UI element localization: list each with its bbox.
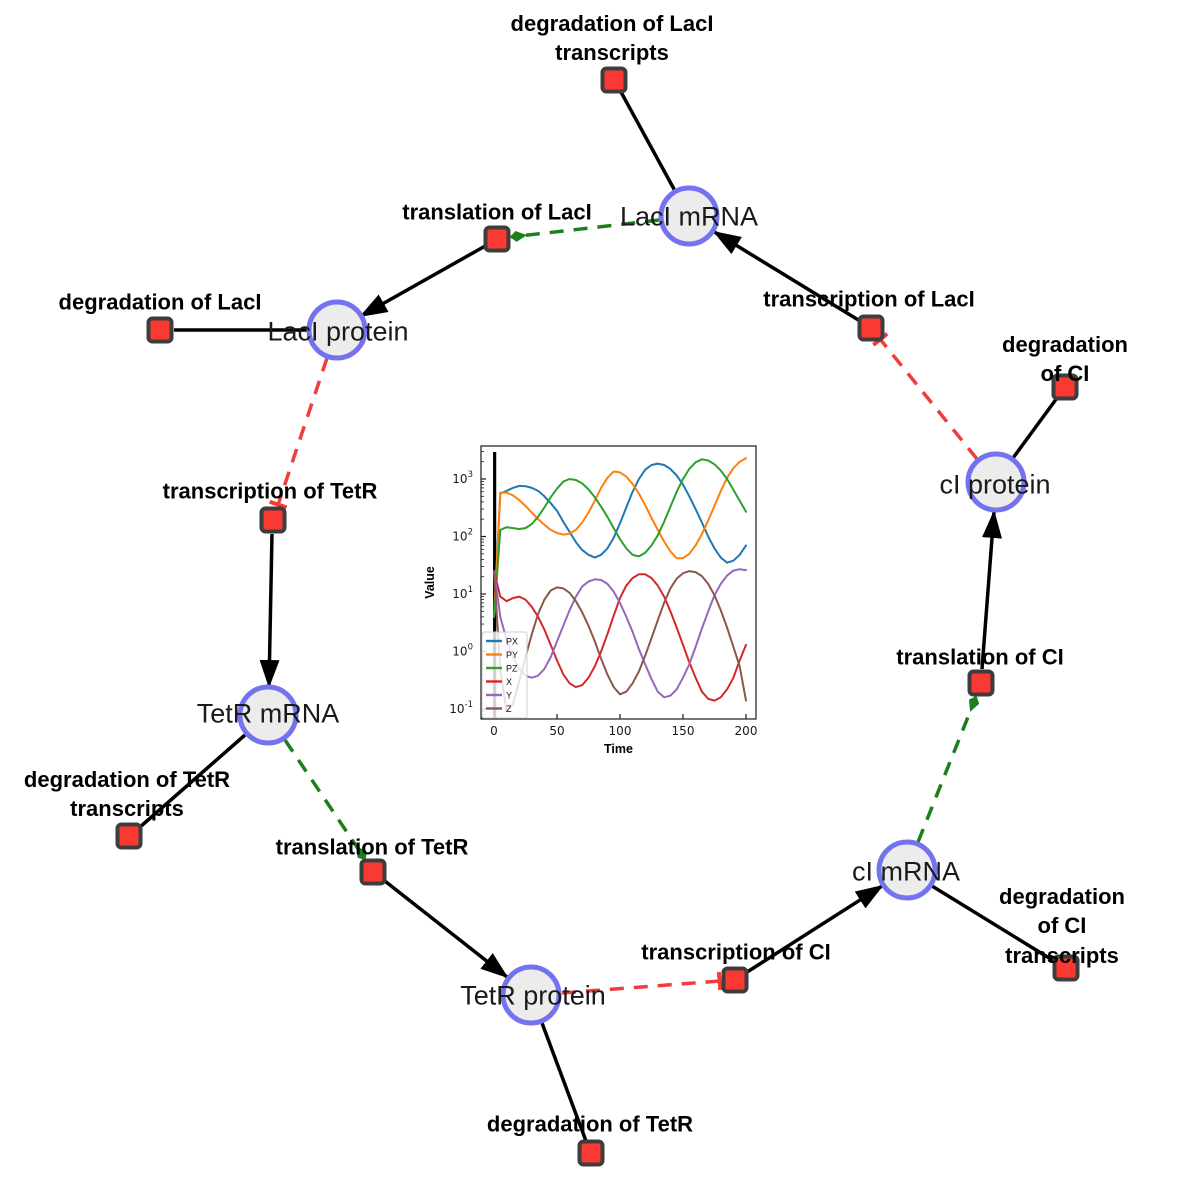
x-tick-label: 200 (735, 724, 758, 738)
y-tick-label: 103 (452, 470, 473, 486)
reaction-node-deg-tetr-transcripts[interactable] (115, 822, 143, 850)
reactions-layer (115, 66, 1080, 1167)
series-Z (493, 570, 747, 713)
legend-label-PZ: PZ (506, 664, 518, 674)
x-tick-label: 100 (609, 724, 632, 738)
edge-ciprotein-inhibits-transcription-laci (872, 332, 979, 461)
legend-label-Z: Z (506, 704, 512, 714)
edge-laciprotein-inhibits-transcription-tetr (268, 357, 329, 510)
x-tick-label: 0 (490, 724, 498, 738)
reaction-node-transcription-laci[interactable] (857, 314, 885, 342)
edge-cimrna-to-translation-ci (916, 696, 980, 843)
edge-translation-laci-to-laciprotein (359, 243, 488, 318)
legend-label-PY: PY (506, 650, 518, 660)
edge-transcription-laci-to-lacimrna (712, 230, 861, 323)
y-tick-label: 10-1 (449, 700, 473, 716)
legend-label-X: X (506, 677, 512, 687)
edge-translation-tetr-to-tetrprotein (379, 876, 509, 979)
reaction-node-deg-ci[interactable] (1051, 373, 1079, 401)
series-PX (493, 462, 747, 618)
edge-transcription-ci-to-cimrna (743, 884, 884, 976)
edge-lacimrna-to-deg-laci-transcripts (619, 91, 677, 191)
edges-layer (138, 91, 1059, 1142)
reaction-node-translation-ci[interactable] (967, 669, 995, 697)
edge-transcription-tetr-to-tetrmrna (259, 533, 280, 688)
y-tick-label: 100 (452, 643, 473, 659)
reaction-node-transcription-ci[interactable] (721, 966, 749, 994)
reaction-node-translation-laci[interactable] (483, 225, 511, 253)
edge-cimrna-to-deg-ci-transcripts (931, 884, 1055, 963)
edge-ciprotein-to-deg-ci (1011, 396, 1059, 460)
series-Y (493, 568, 747, 699)
species-node-ci-mrna[interactable] (876, 839, 938, 901)
legend-label-PX: PX (506, 637, 518, 647)
edge-lacimrna-to-translation-laci (510, 218, 660, 242)
x-tick-label: 150 (672, 724, 695, 738)
reaction-node-deg-tetr[interactable] (577, 1139, 605, 1167)
reaction-node-transcription-tetr[interactable] (259, 506, 287, 534)
x-tick-label: 50 (549, 724, 564, 738)
species-node-tetr-mrna[interactable] (237, 684, 299, 746)
species-layer (237, 185, 1027, 1026)
y-axis-title: Value (423, 566, 437, 599)
series-PZ (493, 458, 747, 618)
simulation-plot: 10-1 100 101 102 103 0 50 100 150 200 Time Value PX P… (410, 430, 790, 770)
edge-tetrmrna-to-deg-tetr-transcripts (138, 733, 247, 829)
plot-legend: PX PY PZ XYZ (481, 631, 528, 719)
species-node-tetr-protein[interactable] (500, 964, 562, 1026)
reaction-node-deg-ci-transcripts[interactable] (1052, 954, 1080, 982)
species-node-laci-protein[interactable] (306, 299, 368, 361)
reaction-node-deg-laci-transcripts[interactable] (600, 66, 628, 94)
x-axis-title: Time (604, 742, 633, 756)
series-X (493, 570, 747, 702)
legend-box (481, 631, 528, 719)
species-node-laci-mrna[interactable] (658, 185, 720, 247)
reaction-node-deg-laci[interactable] (146, 316, 174, 344)
legend-label-Y: Y (506, 691, 512, 701)
y-tick-label: 102 (452, 528, 473, 544)
edge-tetrmrna-to-translation-tetr (283, 739, 367, 860)
edge-translation-ci-to-ciprotein (980, 510, 1002, 670)
species-node-ci-protein[interactable] (965, 451, 1027, 513)
reaction-node-translation-tetr[interactable] (359, 858, 387, 886)
series-PY (493, 457, 747, 618)
edge-tetrprotein-inhibits-transcription-ci (561, 971, 723, 995)
y-tick-label: 101 (452, 585, 473, 601)
edge-tetrprotein-to-deg-tetr (540, 1022, 588, 1142)
